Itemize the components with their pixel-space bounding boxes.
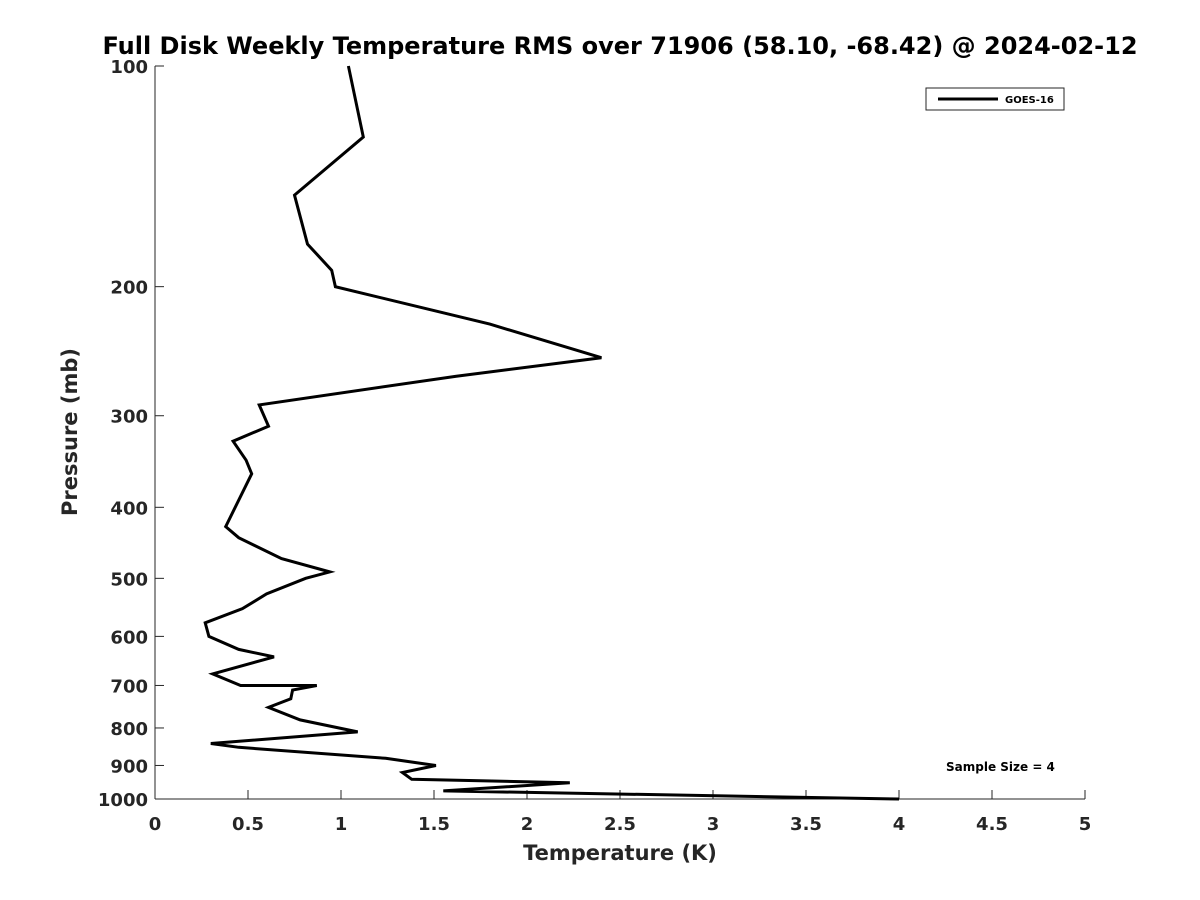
x-axis-label: Temperature (K) bbox=[523, 841, 717, 865]
series-line-goes-16 bbox=[203, 65, 900, 801]
x-tick-label: 2 bbox=[521, 814, 534, 835]
y-tick-label: 900 bbox=[110, 756, 148, 777]
tick-labels: 0 0.5 1 1.5 2 2.5 3 3.5 4 4.5 5 100 200 300 400 500 600 7… bbox=[98, 57, 1091, 835]
y-axis-title: Pressure (mb) bbox=[58, 348, 82, 516]
y-tick-label: 800 bbox=[110, 719, 148, 740]
y-tick-label: 400 bbox=[110, 498, 148, 519]
y-axis-label: Pressure (mb) bbox=[58, 348, 82, 516]
legend: GOES-16 bbox=[925, 87, 1065, 111]
x-tick-label: 3 bbox=[707, 814, 720, 835]
x-tick-label: 1.5 bbox=[418, 814, 450, 835]
series-layer bbox=[203, 65, 900, 801]
x-tick-label: 2.5 bbox=[604, 814, 636, 835]
chart-title: Full Disk Weekly Temperature RMS over 71… bbox=[102, 32, 1137, 60]
legend-label-goes-16: GOES-16 bbox=[1005, 95, 1054, 106]
x-tick-label: 4 bbox=[893, 814, 906, 835]
y-tick-label: 100 bbox=[110, 57, 148, 78]
x-tick-label: 5 bbox=[1079, 814, 1092, 835]
y-tick-label: 300 bbox=[110, 407, 148, 428]
x-tick-label: 4.5 bbox=[976, 814, 1008, 835]
y-tick-label: 500 bbox=[110, 569, 148, 590]
sample-size-note: Sample Size = 4 bbox=[946, 760, 1055, 774]
y-tick-label: 1000 bbox=[98, 790, 148, 811]
x-tick-label: 3.5 bbox=[790, 814, 822, 835]
y-tick-label: 600 bbox=[110, 627, 148, 648]
x-tick-label: 0.5 bbox=[232, 814, 264, 835]
y-tick-label: 700 bbox=[110, 676, 148, 697]
x-tick-label: 1 bbox=[335, 814, 348, 835]
x-tick-label: 0 bbox=[149, 814, 162, 835]
y-tick-label: 200 bbox=[110, 278, 148, 299]
